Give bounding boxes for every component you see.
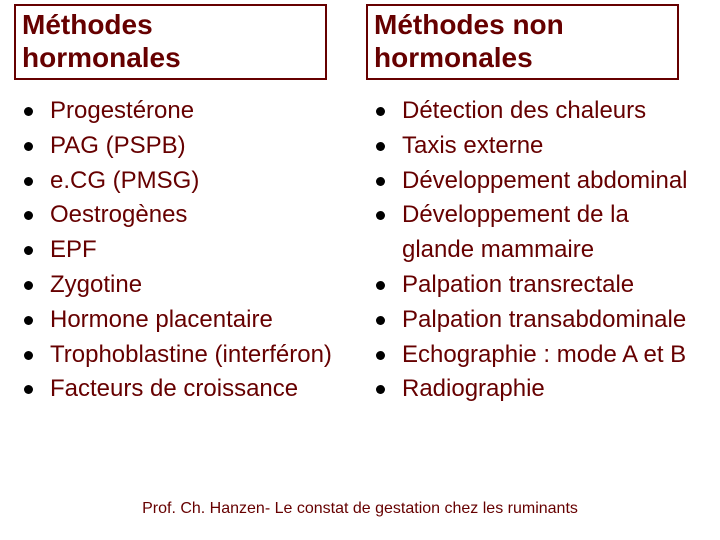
right-title-line2: hormonales xyxy=(374,41,671,74)
list-item: Oestrogènes xyxy=(20,198,354,233)
list-item: Zygotine xyxy=(20,268,354,303)
list-item: Echographie : mode A et B xyxy=(372,338,706,373)
right-column: Méthodes non hormonales Détection des ch… xyxy=(360,4,712,407)
left-title-line1: Méthodes xyxy=(22,8,319,41)
list-item: Trophoblastine (interféron) xyxy=(20,338,354,373)
list-item: Hormone placentaire xyxy=(20,303,354,338)
list-item: Développement de la glande mammaire xyxy=(372,198,706,268)
left-column: Méthodes hormonales Progestérone PAG (PS… xyxy=(8,4,360,407)
list-item: Palpation transabdominale xyxy=(372,303,706,338)
list-item: Développement abdominal xyxy=(372,164,706,199)
list-item: e.CG (PMSG) xyxy=(20,164,354,199)
right-title-line1: Méthodes non xyxy=(374,8,671,41)
list-item: Palpation transrectale xyxy=(372,268,706,303)
footer-credit: Prof. Ch. Hanzen- Le constat de gestatio… xyxy=(0,500,720,518)
list-item: EPF xyxy=(20,233,354,268)
right-title-box: Méthodes non hormonales xyxy=(366,4,679,80)
list-item: Taxis externe xyxy=(372,129,706,164)
list-item: Facteurs de croissance xyxy=(20,372,354,407)
list-item: PAG (PSPB) xyxy=(20,129,354,164)
list-item: Détection des chaleurs xyxy=(372,94,706,129)
right-list: Détection des chaleurs Taxis externe Dév… xyxy=(366,94,706,407)
list-item: Progestérone xyxy=(20,94,354,129)
left-list: Progestérone PAG (PSPB) e.CG (PMSG) Oest… xyxy=(14,94,354,407)
left-title-box: Méthodes hormonales xyxy=(14,4,327,80)
left-title-line2: hormonales xyxy=(22,41,319,74)
two-column-layout: Méthodes hormonales Progestérone PAG (PS… xyxy=(0,0,720,407)
list-item: Radiographie xyxy=(372,372,706,407)
